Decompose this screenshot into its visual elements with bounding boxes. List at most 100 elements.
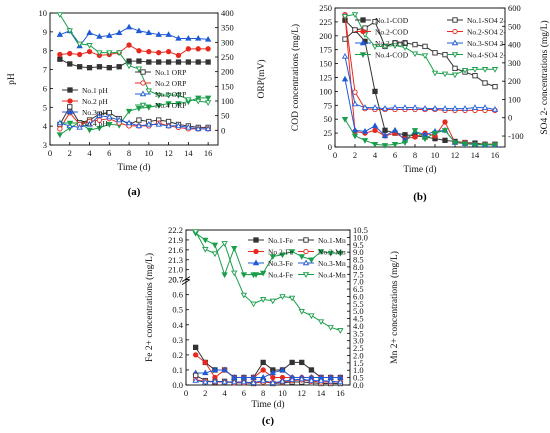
legend-marker bbox=[360, 28, 366, 35]
data-point bbox=[125, 119, 133, 126]
data-point bbox=[175, 122, 182, 129]
data-point bbox=[211, 251, 219, 258]
y2-tick-label: 300 bbox=[221, 37, 234, 47]
series-no-4-so4-2- bbox=[341, 12, 499, 79]
data-point bbox=[115, 116, 123, 123]
data-point bbox=[56, 119, 64, 126]
y2-tick-label: 200 bbox=[508, 76, 521, 86]
x-axis-label: Time (d) bbox=[251, 399, 284, 410]
y-tick-label: 3 bbox=[43, 140, 47, 150]
data-point bbox=[381, 132, 389, 139]
y-tick-label: 125 bbox=[319, 73, 332, 83]
series-line bbox=[195, 378, 341, 384]
legend-label: No.3-Mn bbox=[318, 259, 346, 268]
data-point bbox=[57, 56, 63, 62]
data-point bbox=[412, 134, 418, 140]
data-point bbox=[422, 43, 428, 50]
axis-break-mark bbox=[181, 276, 191, 282]
legend-label: No.3-COD bbox=[375, 39, 409, 48]
data-point bbox=[145, 121, 153, 127]
y-tick-label: 150 bbox=[319, 59, 332, 69]
x-tick-label: 16 bbox=[204, 148, 213, 158]
legend-label: No.3 pH bbox=[82, 108, 108, 117]
data-point bbox=[202, 246, 209, 253]
data-point bbox=[441, 71, 449, 78]
data-point bbox=[165, 122, 172, 129]
data-point bbox=[125, 63, 133, 70]
y-tick-label: 0.3 bbox=[172, 335, 183, 345]
axis-break-mark bbox=[181, 279, 191, 285]
x-tick-label: 16 bbox=[491, 150, 500, 160]
data-point bbox=[86, 121, 93, 127]
legend-label: No.4 pH bbox=[82, 119, 108, 128]
legend-label: No.2-Fe bbox=[268, 248, 293, 257]
legend-marker bbox=[140, 80, 146, 86]
data-point bbox=[308, 313, 315, 320]
y2-tick-label: 200 bbox=[221, 67, 234, 77]
data-point bbox=[250, 379, 257, 385]
y-tick-label: 0.2 bbox=[172, 350, 183, 360]
data-point bbox=[391, 126, 399, 133]
data-point bbox=[135, 27, 143, 34]
y-tick-label: 25 bbox=[324, 128, 333, 138]
legend-marker bbox=[252, 259, 260, 266]
data-point bbox=[317, 249, 325, 255]
data-point bbox=[145, 29, 153, 36]
y-tick-label: 0.5 bbox=[172, 305, 183, 315]
data-point bbox=[205, 59, 211, 65]
legend-item: No.4-Mn bbox=[298, 271, 346, 280]
x-tick-label: 14 bbox=[471, 150, 480, 160]
legend-item: No.4-SO4 2- bbox=[447, 51, 506, 60]
data-point bbox=[260, 367, 266, 373]
series-line bbox=[59, 14, 209, 103]
data-point bbox=[204, 35, 212, 42]
data-point bbox=[156, 59, 162, 65]
data-point bbox=[204, 95, 212, 102]
data-point bbox=[471, 67, 479, 73]
legend-item: No.3-COD bbox=[355, 39, 409, 48]
series-line bbox=[59, 105, 209, 128]
chart-a: 0 2 4 6 8 10 12 14 16345678910050100150200250300… bbox=[7, 8, 267, 198]
data-point bbox=[116, 64, 122, 70]
data-point bbox=[451, 105, 459, 111]
data-point bbox=[115, 50, 123, 57]
x-axis-label: Time (d) bbox=[403, 164, 436, 175]
data-point bbox=[402, 40, 408, 46]
data-point bbox=[205, 46, 211, 52]
data-point bbox=[185, 59, 192, 65]
x-tick-label: 8 bbox=[261, 388, 265, 398]
data-point bbox=[298, 375, 305, 382]
data-point bbox=[136, 48, 142, 54]
series-line bbox=[59, 44, 209, 56]
y-tick-label: 4 bbox=[43, 121, 48, 131]
y2-tick-label: 0 bbox=[221, 125, 225, 135]
data-point bbox=[412, 41, 418, 48]
y2-axis-label: Mn 2+ concentrations (mg/L) bbox=[389, 251, 400, 364]
y2-tick-label: 500 bbox=[508, 21, 521, 31]
legend-label: No.1-Fe bbox=[268, 236, 293, 245]
data-point bbox=[146, 49, 152, 55]
chart-b: 0 2 4 6 8 10 12 14 16 0 25 50 75 100 125 150 175 200 225 25… bbox=[290, 3, 550, 203]
data-point bbox=[96, 64, 103, 70]
data-point bbox=[67, 104, 73, 110]
data-point bbox=[481, 67, 489, 73]
series-line bbox=[344, 13, 495, 76]
data-point bbox=[192, 352, 199, 358]
data-point bbox=[382, 127, 388, 133]
data-point bbox=[317, 377, 325, 383]
data-point bbox=[317, 319, 325, 325]
data-point bbox=[472, 73, 478, 79]
legend-label: No.4-Fe bbox=[268, 271, 293, 280]
series-line bbox=[59, 115, 209, 130]
data-point bbox=[165, 59, 172, 65]
data-point bbox=[401, 104, 409, 110]
y2-axis-label: SO4 2- concentrations (mg/L) bbox=[539, 20, 550, 134]
data-point bbox=[442, 119, 448, 125]
y-tick-label: 225 bbox=[319, 17, 332, 27]
series-line bbox=[59, 26, 209, 47]
data-point bbox=[240, 378, 248, 385]
data-point bbox=[269, 254, 277, 260]
data-point bbox=[482, 80, 488, 86]
legend-marker bbox=[302, 272, 310, 278]
legend-marker bbox=[451, 39, 459, 46]
